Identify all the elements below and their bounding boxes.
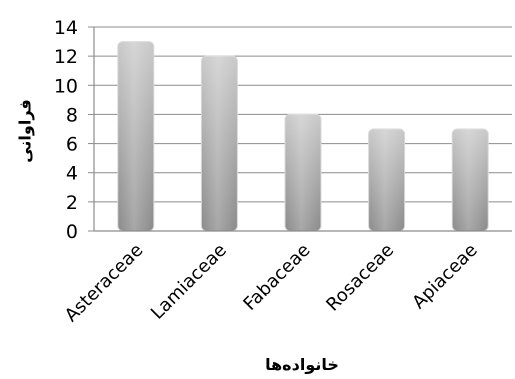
bar-highlight <box>452 129 489 231</box>
y-axis-title: فراوانی <box>16 99 35 163</box>
y-tick-label: 10 <box>54 75 78 97</box>
bar-fabaceae <box>284 113 322 232</box>
bar-asteraceae <box>117 41 155 232</box>
y-tick-label: 14 <box>54 17 78 39</box>
x-category-label: Apiaceae <box>408 240 481 313</box>
y-tick-label: 8 <box>66 104 78 126</box>
bars <box>117 41 489 232</box>
y-tick-label: 4 <box>66 163 78 185</box>
bar-apiaceae <box>451 128 489 232</box>
bar-highlight <box>285 114 321 231</box>
bar-lamiaceae <box>200 55 238 232</box>
y-axis-ticks: 0 2 4 6 8 10 12 14 <box>54 17 94 243</box>
bar-highlight <box>201 56 238 232</box>
x-axis-title: خانواده‌ها <box>265 355 339 374</box>
bar-highlight <box>117 41 154 232</box>
y-tick-label: 2 <box>66 192 78 214</box>
x-category-label: Fabaceae <box>239 240 314 315</box>
x-category-label: Rosaceae <box>322 240 398 316</box>
y-tick-label: 0 <box>66 221 78 243</box>
x-category-label: Asteraceae <box>61 240 148 327</box>
x-axis-categories: Asteraceae Lamiaceae Fabaceae Rosaceae Apiac… <box>61 240 482 327</box>
bar-highlight <box>368 129 405 231</box>
y-tick-label: 12 <box>54 46 78 68</box>
y-tick-label: 6 <box>66 134 78 156</box>
x-category-label: Lamiaceae <box>147 240 231 324</box>
bar-rosaceae <box>368 128 406 232</box>
